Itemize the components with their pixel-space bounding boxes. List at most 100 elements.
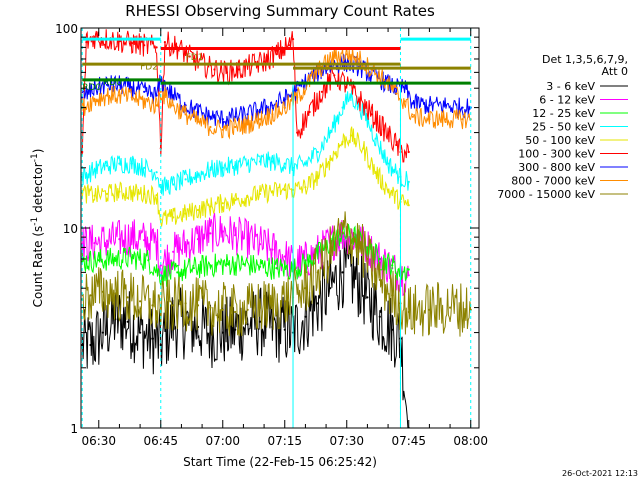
data-point-17 — [283, 162, 286, 165]
data-point-11 — [209, 306, 212, 309]
y-tick-label: 1 — [70, 422, 78, 436]
y-tick-label: 100 — [55, 22, 78, 36]
legend-label-4: 50 - 100 keV — [525, 134, 595, 147]
data-point-18 — [366, 246, 369, 249]
data-point-20 — [316, 302, 319, 305]
x-tick-label: 07:00 — [205, 434, 240, 448]
data-point-31 — [407, 150, 410, 154]
data-point-28 — [407, 310, 410, 314]
data-point-13 — [234, 310, 237, 314]
data-point-22 — [345, 53, 348, 56]
data-point-9 — [184, 178, 187, 181]
data-point-28 — [411, 115, 414, 118]
data-point-19 — [304, 186, 307, 189]
data-point-16 — [271, 104, 274, 107]
legend-label-3: 25 - 50 keV — [532, 121, 595, 134]
y-axis-label-sup2: -1 — [30, 153, 40, 162]
data-point-4 — [130, 191, 133, 194]
data-point-12 — [221, 128, 224, 131]
data-point-15 — [258, 108, 262, 111]
data-point-29 — [395, 143, 398, 147]
data-point-16 — [271, 304, 274, 307]
axis-ticks: 06:30 06:45 07:00 07:15 07:30 07:45 08:00 1 10 10… — [55, 22, 488, 448]
series-line — [81, 90, 410, 196]
data-point-6 — [155, 171, 158, 174]
data-point-27 — [403, 87, 406, 90]
x-tick-label: 08:00 — [453, 434, 488, 448]
plot-frame — [80, 27, 480, 429]
y-axis-label-mid: detector — [31, 162, 45, 217]
data-point-26 — [391, 328, 394, 331]
date-stamp: 26-Oct-2021 12:13 — [562, 469, 638, 478]
data-point-21 — [329, 287, 332, 290]
data-point-22 — [341, 271, 344, 274]
data-point-14 — [246, 238, 249, 241]
data-point-21 — [329, 251, 332, 255]
data-point-30 — [449, 306, 452, 309]
data-point-6 — [155, 194, 158, 197]
data-point-2 — [105, 240, 109, 243]
legend-label-0: 3 - 6 keV — [546, 80, 595, 93]
data-point-5 — [143, 90, 146, 93]
data-point-17 — [283, 106, 286, 109]
data-point-23 — [320, 90, 323, 93]
data-point-6 — [176, 271, 179, 274]
data-point-12 — [221, 331, 224, 334]
data-point-9 — [184, 302, 187, 305]
data-point-23 — [349, 134, 352, 137]
data-point-21 — [333, 55, 336, 58]
legend-header-0: Det 1,3,5,6,7,9, — [542, 53, 628, 66]
data-point-15 — [258, 192, 262, 195]
data-point-25 — [378, 315, 381, 318]
x-tick-label: 07:15 — [267, 434, 302, 448]
chart-title: RHESSI Observing Summary Count Rates — [125, 2, 435, 20]
data-point-7 — [192, 267, 195, 270]
data-point-28 — [407, 180, 410, 183]
data-point-15 — [258, 243, 262, 246]
data-point-14 — [225, 71, 228, 74]
data-point-11 — [209, 232, 212, 235]
legend-label-6: 300 - 800 keV — [518, 161, 595, 174]
data-point-22 — [308, 110, 311, 114]
data-point-0 — [81, 343, 84, 347]
data-point-14 — [246, 123, 249, 126]
x-tick-label: 07:45 — [391, 434, 426, 448]
data-point-4 — [130, 162, 133, 165]
data-point-6 — [151, 337, 154, 340]
data-point-9 — [163, 41, 166, 44]
data-point-14 — [246, 308, 249, 311]
data-point-20 — [291, 38, 295, 41]
data-point-4 — [130, 96, 133, 99]
data-point-25 — [374, 137, 377, 140]
data-point-29 — [428, 104, 431, 107]
data-point-2 — [105, 83, 109, 86]
data-point-13 — [234, 164, 237, 167]
series-line — [81, 126, 410, 227]
data-point-11 — [209, 125, 212, 129]
data-point-12 — [221, 230, 224, 233]
data-point-7 — [159, 90, 162, 93]
data-point-12 — [221, 202, 224, 205]
data-point-1 — [89, 343, 92, 347]
data-point-4 — [130, 236, 133, 239]
data-point-26 — [387, 188, 390, 191]
data-point-19 — [304, 162, 307, 165]
data-point-22 — [407, 268, 410, 271]
data-point-9 — [184, 113, 187, 116]
data-point-28 — [407, 274, 410, 277]
y-axis-label: Count Rate (s-1 detector-1) — [30, 149, 45, 308]
data-point-1 — [93, 242, 96, 245]
data-point-26 — [395, 92, 398, 95]
data-point-17 — [283, 300, 286, 303]
data-point-5 — [143, 100, 146, 103]
data-point-5 — [139, 331, 142, 334]
flag-label-0: FD2 — [140, 63, 158, 73]
x-tick-label: 07:30 — [329, 434, 364, 448]
data-point-3 — [118, 94, 121, 97]
data-point-11 — [209, 331, 212, 334]
data-point-21 — [329, 158, 332, 161]
y-axis-label-start: Count Rate (s — [31, 226, 45, 308]
data-point-10 — [196, 304, 200, 307]
data-point-14 — [246, 113, 249, 116]
data-point-2 — [101, 290, 104, 293]
